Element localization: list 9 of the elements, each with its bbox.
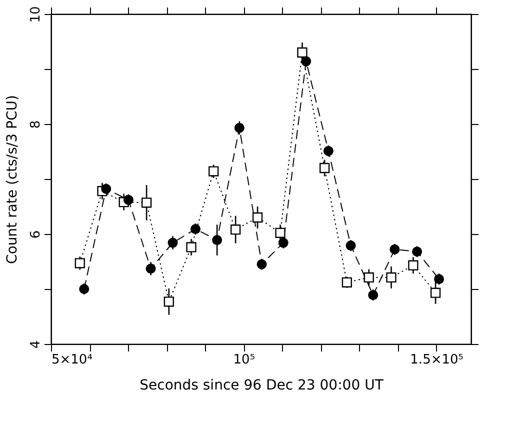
- y-tick-label: 8: [28, 120, 44, 129]
- y-tick-label: 4: [28, 340, 44, 349]
- x-axis-title: Seconds since 96 Dec 23 00:00 UT: [140, 378, 384, 394]
- x-tick-label: 10⁵: [233, 352, 256, 368]
- y-tick-label: 10: [28, 6, 44, 23]
- y-axis-title: Count rate (cts/s/3 PCU): [4, 95, 20, 264]
- x-tick-label: 5×10⁴: [52, 352, 92, 368]
- y-tick-label: 6: [28, 230, 44, 239]
- x-tick-label: 1.5×10⁵: [410, 352, 464, 368]
